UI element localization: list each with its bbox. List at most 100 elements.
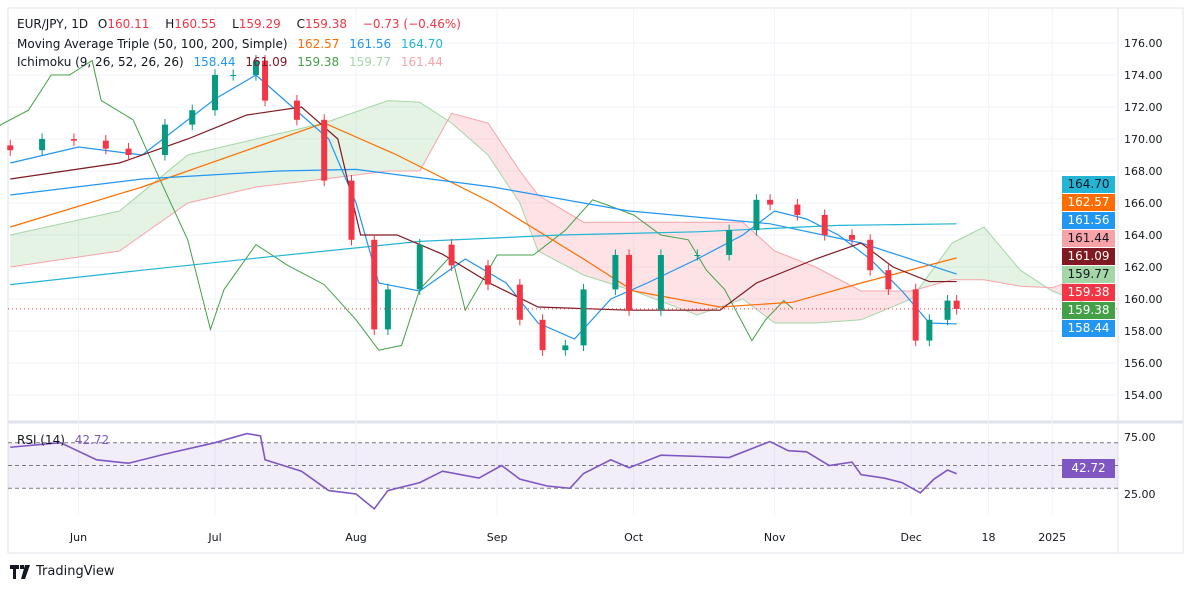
rsi-value: 42.72 <box>74 433 110 447</box>
x-tick-label: Jul <box>207 531 221 544</box>
kijun-line <box>10 106 957 311</box>
ma-legend[interactable]: Moving Average Triple (50, 100, 200, Sim… <box>17 37 449 51</box>
symbol-legend: EUR/JPY, 1D O160.11 H160.55 L159.29 C159… <box>17 17 467 31</box>
span-b-value: 161.44 <box>400 55 443 69</box>
y-tick-label: 166.00 <box>1124 197 1163 210</box>
candle-body <box>293 100 300 120</box>
y-tick-label: 170.00 <box>1124 133 1163 146</box>
ma100-line <box>10 168 957 275</box>
candle-body <box>102 140 109 149</box>
price-tag: 161.09 <box>1062 248 1115 265</box>
y-tick-label: 164.00 <box>1124 229 1163 242</box>
ma50-value: 162.57 <box>297 37 340 51</box>
candle-body <box>885 270 892 290</box>
rsi-tick-label: 25.00 <box>1124 488 1156 501</box>
ichimoku-cloud-segment <box>583 222 634 291</box>
candle-body <box>849 235 855 240</box>
change-value: −0.73 (−0.46%) <box>362 17 461 31</box>
ichimoku-cloud-segment <box>815 267 862 323</box>
low-value: 159.29 <box>238 17 281 31</box>
chart-border <box>7 7 1184 554</box>
x-tick-label: Jun <box>69 531 87 544</box>
candle-body <box>348 180 355 240</box>
candle-body <box>125 148 132 155</box>
chikou-span-line <box>0 59 794 351</box>
tenkan-value: 158.44 <box>193 55 236 69</box>
span-a-value: 159.77 <box>349 55 392 69</box>
price-tag: 159.77 <box>1062 266 1115 283</box>
x-tick-label: 2025 <box>1038 531 1066 544</box>
candle-body <box>39 139 46 151</box>
ichimoku-title: Ichimoku (9, 26, 52, 26, 26) <box>17 55 184 69</box>
close-label: C <box>296 17 305 31</box>
y-tick-label: 160.00 <box>1124 293 1163 306</box>
ichimoku-cloud-segment <box>187 139 256 203</box>
ichimoku-cloud-segment <box>10 211 120 267</box>
high-value: 160.55 <box>174 17 217 31</box>
ichimoku-cloud-segment <box>519 171 539 251</box>
candle-body <box>753 199 760 231</box>
x-tick-label: Dec <box>901 531 922 544</box>
price-tag: 161.44 <box>1062 230 1115 247</box>
candle-body <box>230 75 237 76</box>
ma-title: Moving Average Triple (50, 100, 200, Sim… <box>17 37 288 51</box>
candle-body <box>516 284 523 320</box>
candle-body <box>562 345 569 351</box>
ichimoku-cloud-segment <box>742 222 775 323</box>
low-label: L <box>232 17 239 31</box>
candle-body <box>448 244 455 266</box>
candle-body <box>212 75 218 111</box>
tradingview-logo[interactable]: TradingView <box>10 564 115 579</box>
ichimoku-legend[interactable]: Ichimoku (9, 26, 52, 26, 26) 158.44 161.… <box>17 55 449 69</box>
open-value: 160.11 <box>107 17 150 31</box>
x-tick-label: Nov <box>764 531 786 544</box>
ma200-value: 164.70 <box>401 37 444 51</box>
symbol-label: EUR/JPY, 1D <box>17 17 89 31</box>
y-tick-label: 154.00 <box>1124 389 1163 402</box>
candle-body <box>416 244 423 290</box>
ichimoku-cloud-segment <box>861 291 912 320</box>
candle-body <box>262 60 269 101</box>
candle-body <box>161 124 168 155</box>
price-tag: 164.70 <box>1062 176 1115 193</box>
ichimoku-cloud-segment <box>387 100 420 171</box>
candle-body <box>944 300 951 320</box>
candle-body <box>371 239 378 330</box>
price-tag: 162.57 <box>1062 194 1115 211</box>
ichimoku-cloud-segment <box>488 123 520 203</box>
brand-name: TradingView <box>36 564 115 579</box>
x-tick-label: Aug <box>345 531 366 544</box>
ichimoku-cloud-segment <box>451 113 488 155</box>
x-tick-label: 18 <box>982 531 996 544</box>
price-tag: 159.38 <box>1062 284 1115 301</box>
y-tick-label: 158.00 <box>1124 325 1163 338</box>
high-label: H <box>165 17 175 31</box>
rsi-title: RSI (14) <box>17 433 65 447</box>
ichimoku-cloud-segment <box>633 222 698 315</box>
rsi-line <box>10 432 957 510</box>
chikou-value: 159.38 <box>297 55 340 69</box>
ichimoku-cloud-segment <box>774 251 816 323</box>
candle-body <box>189 110 196 125</box>
rsi-tick-label: 75.00 <box>1124 431 1156 444</box>
tradingview-logo-icon <box>10 564 30 579</box>
x-tick-label: Oct <box>624 531 644 544</box>
candle-body <box>384 289 391 330</box>
price-tag: 161.56 <box>1062 212 1115 229</box>
ma50-line <box>10 122 957 308</box>
y-tick-label: 176.00 <box>1124 37 1163 50</box>
ichimoku-cloud-segment <box>983 227 1021 287</box>
ichimoku-cloud-segment <box>119 155 188 251</box>
kijun-value: 161.09 <box>245 55 288 69</box>
candle-body <box>252 60 259 75</box>
close-value: 159.38 <box>304 17 347 31</box>
y-tick-label: 174.00 <box>1124 69 1163 82</box>
candle-body <box>580 289 587 346</box>
open-label: O <box>97 17 108 31</box>
candle-body <box>694 255 701 256</box>
ma100-value: 161.56 <box>349 37 392 51</box>
candle-body <box>867 239 874 271</box>
rsi-legend[interactable]: RSI (14) 42.72 <box>17 433 115 447</box>
